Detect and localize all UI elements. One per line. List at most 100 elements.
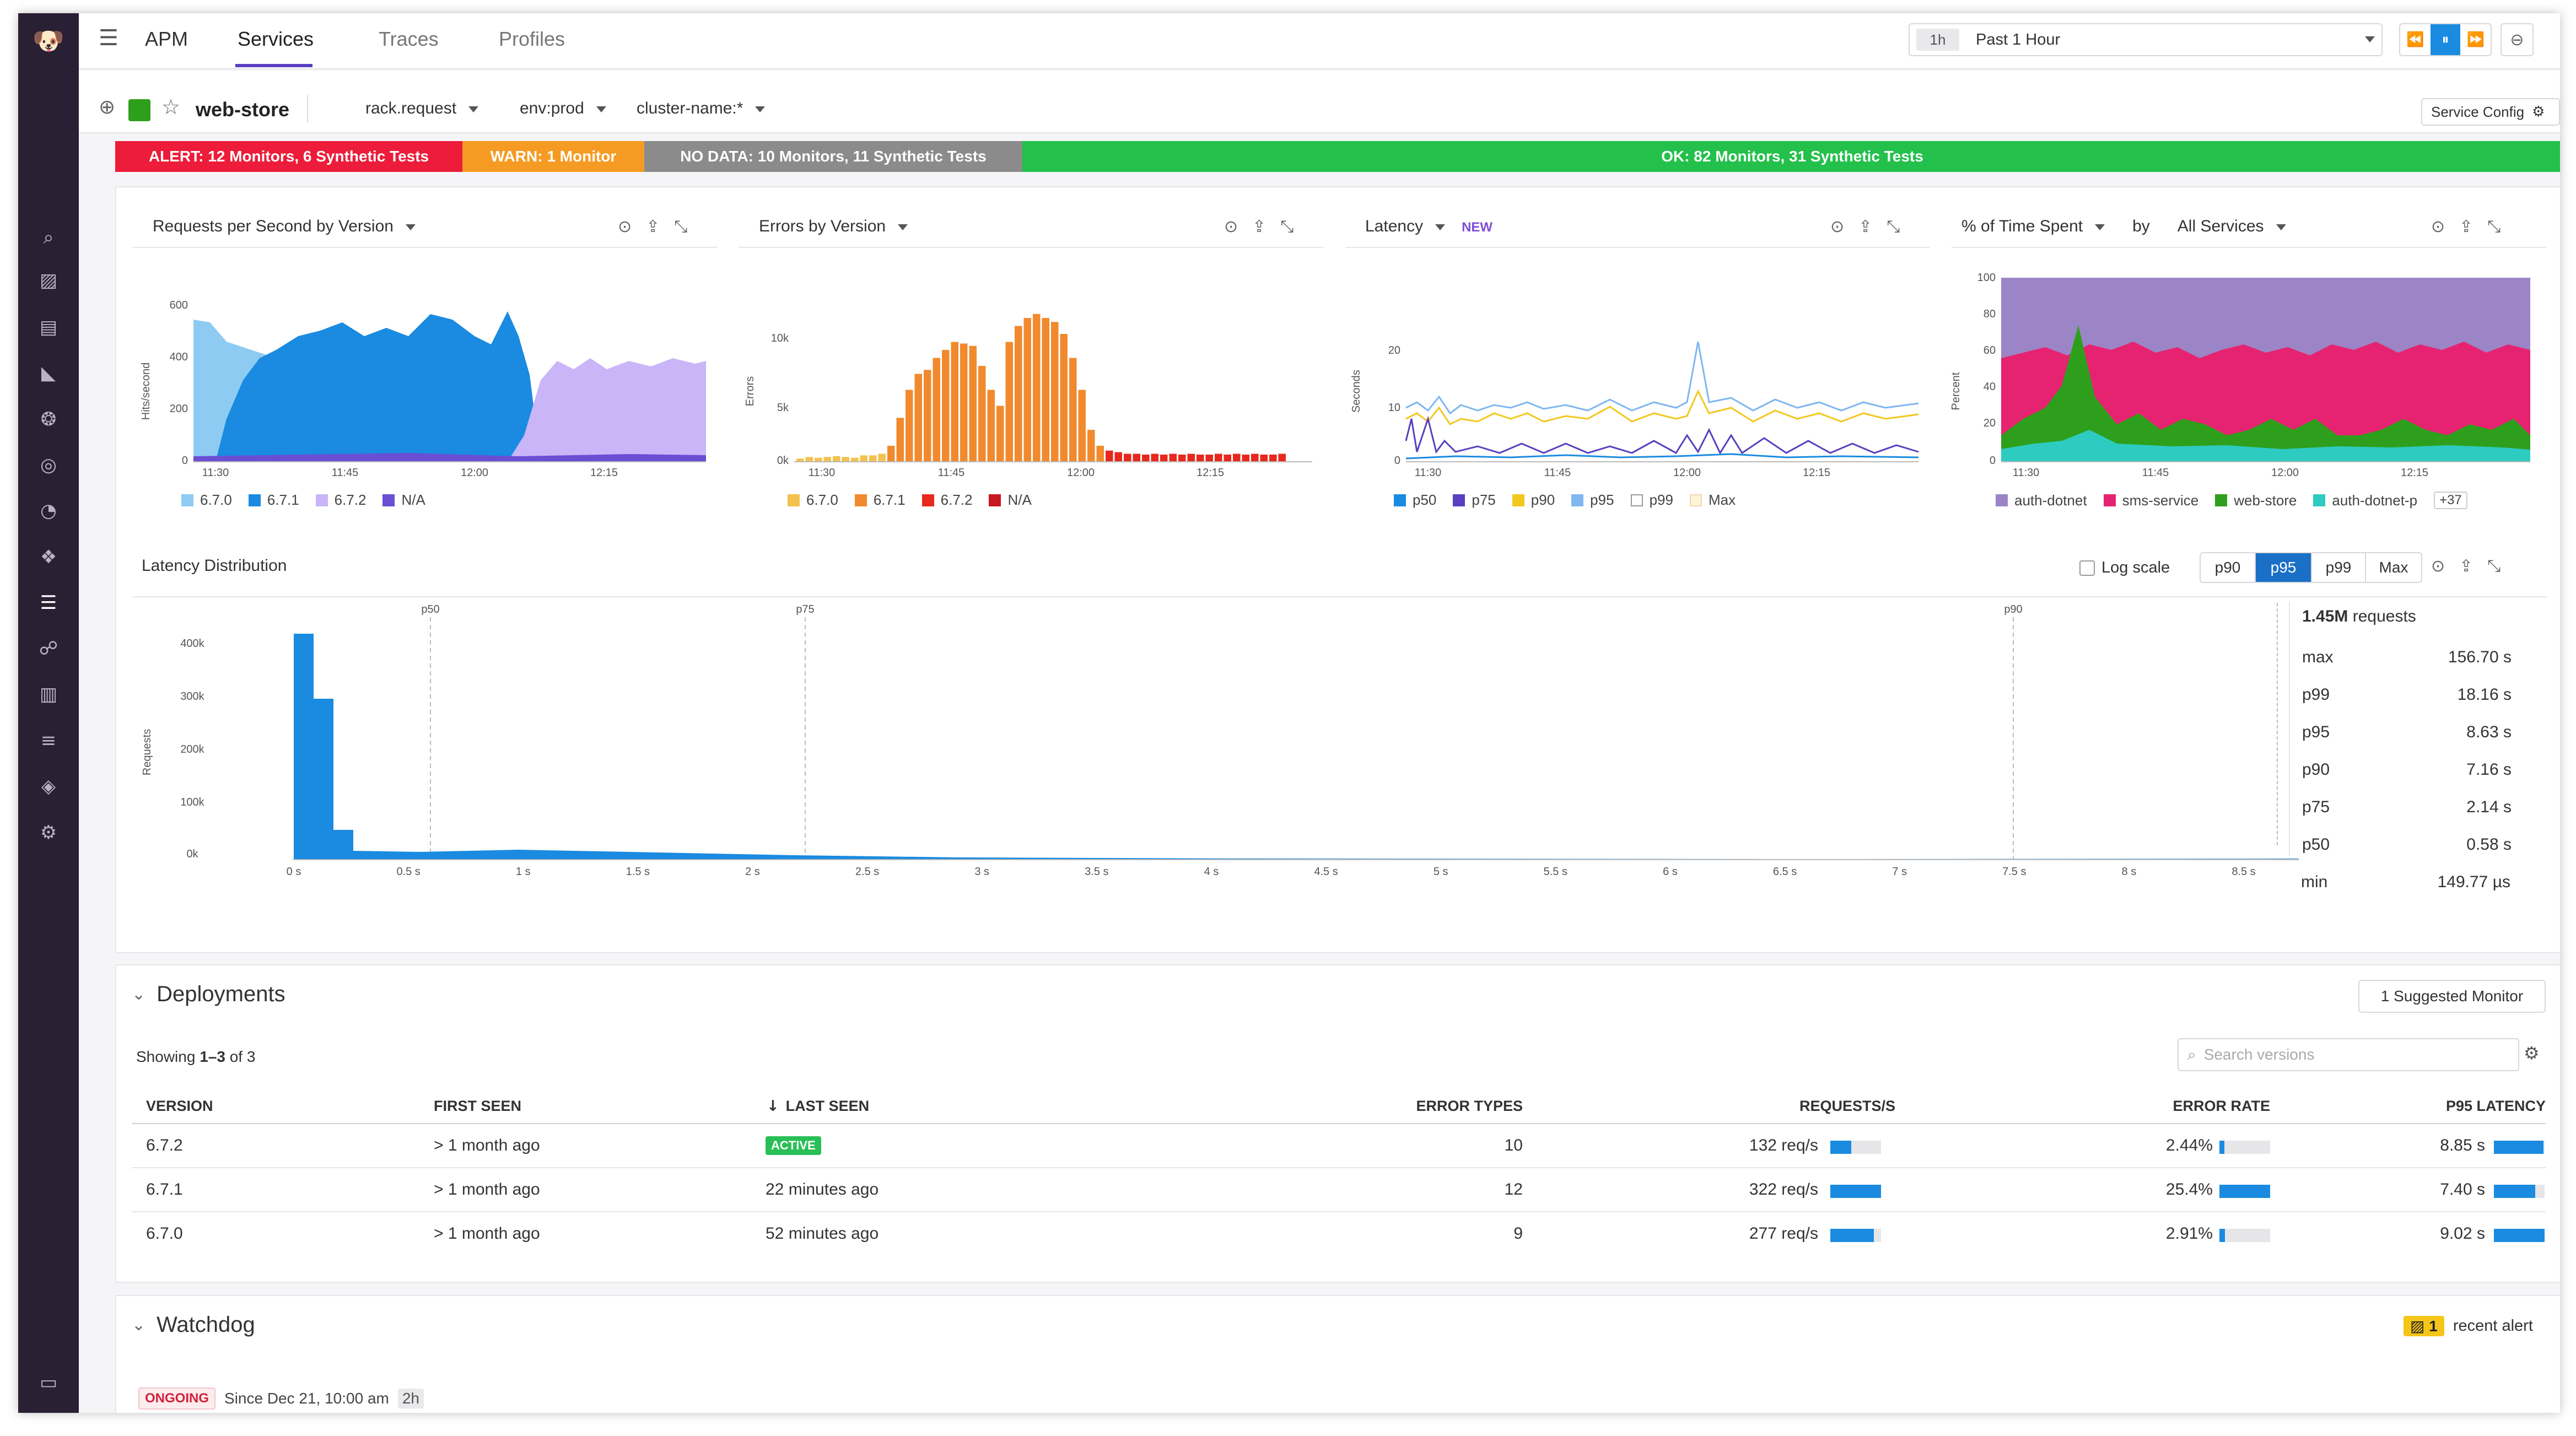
binoculars-icon[interactable]: ▨ [39, 269, 58, 291]
errors-title[interactable]: Errors by Version [759, 217, 908, 236]
tab-services[interactable]: Services [238, 28, 314, 50]
col-error-types[interactable]: ERROR TYPES [1416, 1098, 1523, 1114]
zoom-out-icon[interactable]: ⊖ [2500, 23, 2534, 56]
dashboard-icon[interactable]: ▤ [39, 316, 58, 338]
infrastructure-icon[interactable]: ❂ [40, 408, 57, 430]
legend-item[interactable]: p99 [1630, 492, 1673, 509]
latency-title[interactable]: Latency NEW [1365, 217, 1492, 236]
status-alert[interactable]: ALERT: 12 Monitors, 6 Synthetic Tests [115, 141, 462, 172]
share-icon[interactable]: ⇪ [1858, 217, 1887, 236]
rps-title[interactable]: Requests per Second by Version [153, 217, 416, 236]
alert-icon[interactable]: ⊙ [1224, 217, 1253, 236]
expand-icon[interactable]: ⤡ [674, 217, 702, 236]
legend-item[interactable]: p95 [1571, 492, 1614, 509]
legend-item[interactable]: web-store [2215, 492, 2297, 509]
share-icon[interactable]: ⇪ [2459, 217, 2488, 236]
status-warn[interactable]: WARN: 1 Monitor [462, 141, 644, 172]
integrations-icon[interactable]: ❖ [40, 546, 57, 568]
settings-icon[interactable]: ⚙ [40, 822, 57, 844]
table-row[interactable]: 6.7.2 > 1 month ago ACTIVE 10 132 req/s … [132, 1125, 2546, 1168]
deployments-header[interactable]: ⌄ Deployments [132, 982, 285, 1007]
legend-item[interactable]: p75 [1453, 492, 1496, 509]
search-icon[interactable]: ⌕ [43, 226, 54, 249]
legend-item[interactable]: 6.7.0 [788, 492, 838, 509]
apm-menu-icon[interactable]: ☰ [99, 25, 118, 51]
expand-icon[interactable]: ⤡ [1887, 217, 1915, 236]
errors-plot: 10k 5k 0k Errors 11:30 11:45 12:00 12:15 [744, 314, 1312, 479]
security-icon[interactable]: ◈ [41, 775, 56, 797]
legend-item[interactable]: Max [1689, 492, 1736, 509]
col-p95-latency[interactable]: P95 LATENCY [2445, 1098, 2546, 1114]
legend-item[interactable]: p90 [1512, 492, 1555, 509]
log-scale-checkbox[interactable] [2079, 560, 2095, 576]
alert-icon[interactable]: ⊙ [2431, 557, 2460, 576]
expand-icon[interactable]: ⤡ [2487, 217, 2515, 236]
status-ok[interactable]: OK: 82 Monitors, 31 Synthetic Tests [1022, 141, 2560, 172]
max-button[interactable]: Max [2379, 559, 2408, 576]
search-versions-input[interactable]: ⌕ Search versions [2178, 1038, 2519, 1071]
pause-icon[interactable]: ⏸ [2430, 24, 2461, 55]
scope-select[interactable]: All Services [2177, 217, 2264, 235]
star-icon[interactable]: ☆ [161, 95, 181, 119]
recent-alert[interactable]: ▨ 1 recent alert [2403, 1316, 2533, 1336]
forward-icon[interactable]: ⏩ [2466, 31, 2485, 48]
col-requests[interactable]: REQUESTS/S [1799, 1098, 1895, 1114]
watchdog-header[interactable]: ⌄ Watchdog [132, 1313, 255, 1337]
tab-profiles[interactable]: Profiles [499, 28, 565, 50]
service-config-button[interactable]: Service Config ⚙ [2421, 98, 2560, 126]
col-last-seen[interactable]: ↓ LAST SEEN [767, 1098, 869, 1115]
legend-item[interactable]: 6.7.2 [921, 492, 972, 509]
error-bar [1160, 454, 1168, 462]
monitors-icon[interactable]: ◎ [40, 454, 57, 476]
col-first-seen[interactable]: FIRST SEEN [434, 1098, 522, 1114]
pipelines-icon[interactable]: ≡ [40, 730, 57, 752]
legend-item[interactable]: p50 [1394, 492, 1436, 509]
table-row[interactable]: 6.7.0 > 1 month ago 52 minutes ago 9 277… [132, 1213, 2546, 1256]
alert-icon[interactable]: ⊙ [2431, 217, 2460, 236]
rewind-icon[interactable]: ⏪ [2406, 31, 2424, 48]
share-icon[interactable]: ⇪ [1252, 217, 1281, 236]
legend-item[interactable]: N/A [989, 492, 1032, 509]
legend-item[interactable]: auth-dotnet [1996, 492, 2087, 509]
col-version[interactable]: VERSION [146, 1098, 213, 1114]
cluster-select[interactable]: cluster-name:* [637, 99, 766, 118]
status-nodata[interactable]: NO DATA: 10 Monitors, 11 Synthetic Tests [644, 141, 1022, 172]
legend-item[interactable]: N/A [382, 492, 425, 509]
legend-item[interactable]: 6.7.2 [315, 492, 366, 509]
metrics-icon[interactable]: ◣ [41, 362, 56, 384]
p95-button[interactable]: p95 [2256, 553, 2311, 582]
p99-button[interactable]: p99 [2311, 553, 2366, 582]
operation-select[interactable]: rack.request [365, 99, 479, 118]
col-error-rate[interactable]: ERROR RATE [2173, 1098, 2270, 1114]
globe-icon: ⊕ [99, 96, 116, 118]
expand-icon[interactable]: ⤡ [2487, 557, 2515, 576]
apm-icon[interactable]: ☰ [40, 592, 57, 614]
gear-icon[interactable]: ⚙ [2524, 1043, 2540, 1063]
legend-item[interactable]: 6.7.1 [854, 492, 906, 509]
tab-traces[interactable]: Traces [379, 28, 439, 50]
suggested-monitor-button[interactable]: 1 Suggested Monitor [2358, 980, 2546, 1013]
more-series-button[interactable]: +37 [2434, 492, 2467, 509]
legend-item[interactable]: auth-dotnet-p [2313, 492, 2417, 509]
legend-item[interactable]: 6.7.0 [181, 492, 232, 509]
alert-icon[interactable]: ⊙ [618, 217, 646, 236]
log-scale-toggle[interactable]: Log scale [2079, 559, 2170, 577]
time-spent-title[interactable]: % of Time Spent by All Services [1961, 217, 2286, 236]
datadog-logo-icon[interactable]: 🐶 [33, 25, 64, 56]
chat-icon[interactable]: ▭ [39, 1372, 58, 1394]
legend-item[interactable]: 6.7.1 [248, 492, 299, 509]
legend-label: p90 [1530, 492, 1555, 508]
network-icon[interactable]: ☍ [39, 638, 58, 660]
p90-button[interactable]: p90 [2201, 553, 2256, 582]
legend-item[interactable]: sms-service [2103, 492, 2198, 509]
timepicker[interactable]: 1h Past 1 Hour [1909, 23, 2383, 56]
share-icon[interactable]: ⇪ [2459, 557, 2488, 576]
watchdog-story[interactable]: ONGOING Since Dec 21, 10:00 am 2h [138, 1388, 424, 1410]
logs-icon[interactable]: ▥ [39, 683, 58, 705]
alert-icon[interactable]: ⊙ [1830, 217, 1859, 236]
table-row[interactable]: 6.7.1 > 1 month ago 22 minutes ago 12 32… [132, 1169, 2546, 1212]
expand-icon[interactable]: ⤡ [1280, 217, 1308, 236]
share-icon[interactable]: ⇪ [646, 217, 675, 236]
gauge-icon[interactable]: ◔ [40, 500, 57, 522]
env-select[interactable]: env:prod [520, 99, 606, 118]
